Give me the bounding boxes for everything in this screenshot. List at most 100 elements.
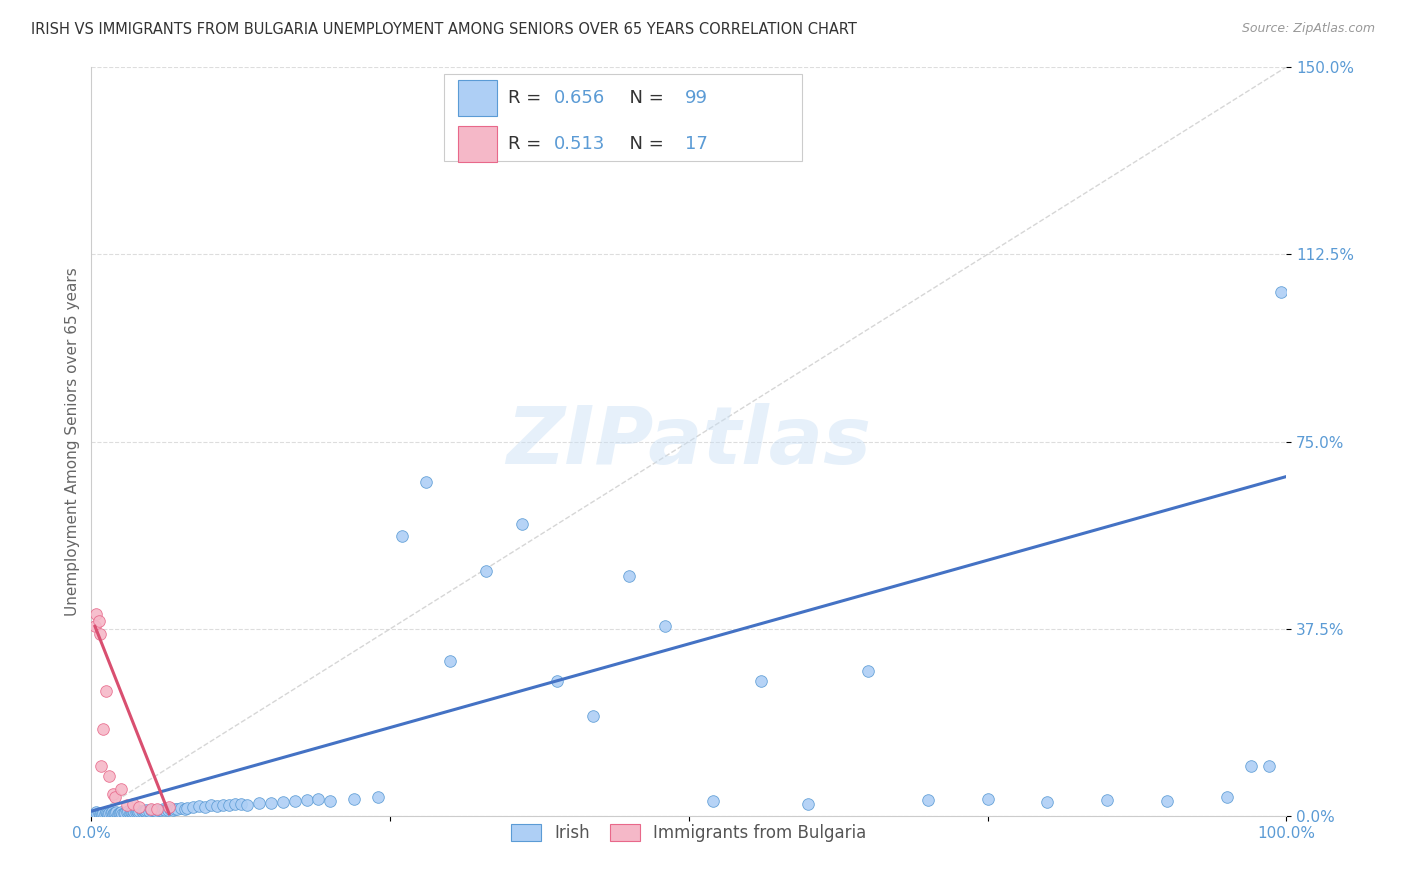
- Text: R =: R =: [509, 135, 547, 153]
- Point: [100, 805, 122, 820]
- Point: [115, 798, 138, 813]
- Point: [166, 802, 188, 816]
- Point: [135, 803, 157, 817]
- Point: [224, 797, 246, 812]
- Point: [1097, 793, 1119, 807]
- Point: [111, 806, 134, 821]
- Point: [170, 801, 193, 815]
- Point: [115, 805, 138, 820]
- Point: [141, 803, 162, 817]
- Point: [218, 798, 240, 813]
- Point: [176, 800, 198, 814]
- Point: [917, 793, 939, 807]
- Point: [91, 807, 114, 822]
- Point: [976, 791, 998, 805]
- Point: [108, 806, 131, 821]
- Point: [155, 803, 177, 817]
- Point: [103, 805, 125, 820]
- Point: [131, 804, 153, 818]
- Point: [132, 805, 155, 819]
- Point: [163, 802, 186, 816]
- Point: [89, 627, 111, 641]
- Point: [146, 802, 169, 816]
- Text: N =: N =: [619, 89, 669, 107]
- Point: [124, 805, 146, 820]
- Point: [128, 800, 150, 814]
- Point: [84, 607, 107, 621]
- Y-axis label: Unemployment Among Seniors over 65 years: Unemployment Among Seniors over 65 years: [65, 268, 80, 615]
- Text: Source: ZipAtlas.com: Source: ZipAtlas.com: [1241, 22, 1375, 36]
- Point: [1240, 759, 1263, 773]
- Point: [107, 806, 129, 821]
- Point: [100, 806, 122, 821]
- Point: [547, 674, 569, 689]
- Point: [229, 797, 252, 811]
- Point: [159, 802, 181, 816]
- Text: N =: N =: [619, 135, 669, 153]
- Point: [124, 805, 146, 819]
- Point: [1156, 794, 1178, 808]
- Point: [104, 790, 127, 805]
- Point: [96, 806, 118, 821]
- Legend: Irish, Immigrants from Bulgaria: Irish, Immigrants from Bulgaria: [505, 818, 873, 849]
- FancyBboxPatch shape: [458, 80, 496, 116]
- Point: [295, 793, 318, 807]
- Point: [122, 797, 145, 811]
- Point: [271, 795, 294, 809]
- Point: [152, 802, 174, 816]
- Point: [93, 806, 114, 821]
- Point: [97, 806, 120, 821]
- Point: [307, 792, 329, 806]
- Point: [235, 797, 259, 812]
- Point: [90, 805, 112, 820]
- Point: [93, 806, 115, 821]
- Point: [702, 794, 724, 808]
- Point: [110, 781, 132, 796]
- Point: [118, 805, 141, 820]
- Point: [132, 804, 155, 818]
- Point: [108, 805, 131, 820]
- Point: [194, 799, 217, 814]
- Point: [101, 787, 124, 801]
- Point: [84, 805, 107, 820]
- Point: [1036, 795, 1059, 809]
- Point: [367, 790, 389, 805]
- Point: [122, 804, 145, 818]
- Point: [856, 665, 880, 679]
- Point: [619, 569, 641, 583]
- FancyBboxPatch shape: [444, 74, 803, 161]
- Point: [125, 804, 148, 818]
- Point: [94, 805, 117, 820]
- Point: [200, 798, 222, 813]
- Point: [510, 516, 533, 531]
- Point: [187, 799, 211, 814]
- Point: [654, 619, 676, 633]
- Point: [104, 806, 127, 821]
- Point: [134, 804, 156, 818]
- Text: R =: R =: [509, 89, 547, 107]
- Point: [415, 475, 437, 489]
- Point: [101, 806, 124, 821]
- Point: [247, 796, 270, 810]
- Point: [145, 804, 167, 818]
- Point: [87, 806, 110, 821]
- Point: [439, 654, 461, 668]
- Point: [105, 805, 128, 820]
- Point: [98, 805, 121, 820]
- Point: [797, 797, 820, 811]
- Point: [162, 803, 184, 817]
- FancyBboxPatch shape: [458, 126, 496, 162]
- Text: 0.656: 0.656: [554, 89, 605, 107]
- Text: 17: 17: [685, 135, 709, 153]
- Point: [319, 794, 342, 808]
- Point: [121, 805, 143, 820]
- Point: [138, 804, 160, 818]
- Point: [110, 805, 132, 820]
- Point: [84, 806, 107, 821]
- Point: [474, 565, 498, 579]
- Point: [112, 805, 135, 820]
- Point: [128, 804, 150, 818]
- Point: [98, 769, 121, 783]
- Point: [173, 802, 195, 816]
- Point: [1257, 759, 1279, 773]
